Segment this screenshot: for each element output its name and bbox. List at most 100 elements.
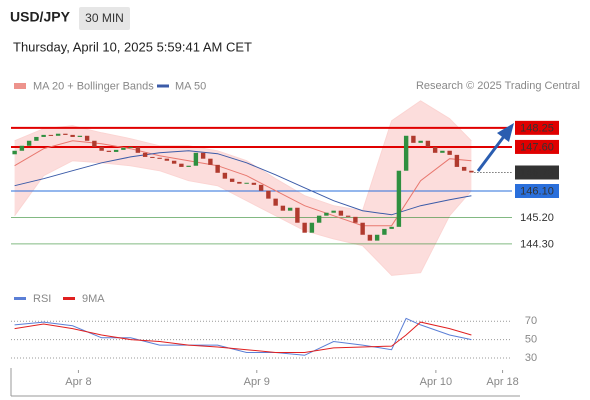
candle: [150, 156, 155, 158]
candle: [215, 164, 220, 173]
candle: [186, 165, 191, 167]
trend-arrow: [476, 123, 514, 172]
timestamp: Thursday, April 10, 2025 5:59:41 AM CET: [13, 39, 252, 54]
candle: [208, 158, 213, 165]
candle: [34, 136, 39, 141]
candle: [19, 145, 25, 151]
candle: [200, 152, 206, 159]
candle: [55, 133, 61, 136]
candle: [164, 158, 170, 161]
legend-swatch: [14, 83, 26, 89]
candle: [128, 146, 133, 148]
candle: [432, 146, 438, 153]
candle: [360, 222, 365, 235]
bollinger-fill: [14, 100, 472, 276]
level-label: 145.20: [520, 212, 554, 224]
bollinger-upper: [14, 100, 472, 212]
candle: [70, 134, 75, 137]
x-tick-label: Apr 9: [244, 376, 270, 388]
candle: [41, 134, 46, 137]
candle: [287, 207, 293, 211]
indicator-line: [14, 321, 472, 353]
legend-swatch: [157, 84, 169, 88]
candle: [258, 184, 264, 191]
candle: [113, 149, 119, 152]
level-label-box: [515, 184, 559, 198]
level-label: 144.30: [520, 238, 554, 250]
candle: [157, 157, 162, 159]
candle: [345, 215, 351, 217]
level-label-box: [515, 120, 559, 135]
candle: [324, 212, 329, 216]
ma-line: [14, 140, 472, 227]
candle: [440, 150, 445, 153]
legend-label: 9MA: [82, 293, 105, 305]
candle: [237, 181, 242, 184]
indicator-line: [14, 317, 472, 356]
level-label: 146.10: [520, 185, 554, 197]
candle: [179, 163, 184, 167]
candle: [295, 207, 300, 223]
candle: [222, 172, 228, 179]
arrow-head: [497, 123, 514, 142]
candle: [84, 135, 90, 141]
candle: [244, 182, 249, 184]
candle: [338, 210, 344, 216]
candle: [331, 210, 336, 213]
candle: [48, 134, 54, 136]
last-price-label: 146.73: [520, 167, 554, 179]
candle: [367, 234, 373, 241]
candle: [92, 140, 97, 147]
candle: [389, 226, 394, 229]
candle: [302, 222, 307, 233]
x-tick-label: Apr 18: [486, 376, 518, 388]
candle: [353, 216, 358, 223]
candle: [403, 135, 409, 171]
interval: 30 MIN: [85, 11, 124, 25]
candle: [418, 140, 423, 143]
candle: [229, 178, 235, 182]
y-tick-label: 50: [525, 334, 537, 346]
candle: [382, 228, 387, 235]
candle: [447, 150, 452, 155]
candle: [135, 146, 141, 153]
level-label-box: [515, 139, 559, 154]
symbol: USD/JPY: [10, 9, 71, 25]
candle: [26, 140, 32, 146]
candle: [266, 190, 271, 199]
candle: [121, 147, 126, 150]
candle: [374, 234, 380, 241]
level-label: 147.60: [520, 141, 554, 153]
last-price-box: [515, 165, 559, 180]
candle: [425, 140, 431, 147]
x-tick-label: Apr 8: [65, 376, 91, 388]
candle: [12, 150, 17, 155]
candle: [193, 152, 199, 166]
candle: [280, 205, 286, 211]
candle: [411, 135, 416, 143]
y-tick-label: 70: [525, 315, 537, 327]
candle: [273, 198, 278, 206]
ma-line: [14, 150, 472, 216]
candle: [106, 150, 112, 152]
y-tick-label: 30: [525, 352, 537, 364]
candle: [316, 215, 322, 223]
legend-swatch: [63, 297, 75, 300]
candle: [99, 146, 104, 151]
candle: [461, 166, 467, 171]
interval-badge[interactable]: [79, 7, 130, 30]
legend-label: MA 50: [175, 80, 206, 92]
candle: [171, 160, 177, 164]
arrow-shaft: [476, 134, 507, 172]
candle: [396, 170, 402, 227]
legend-label: RSI: [33, 293, 51, 305]
candle: [77, 135, 83, 137]
candle: [469, 170, 474, 173]
candle: [309, 222, 315, 233]
bollinger-lower: [14, 160, 472, 276]
legend-label: MA 20 + Bollinger Bands: [33, 80, 154, 92]
candle: [142, 152, 148, 157]
candle: [63, 133, 68, 135]
candle: [454, 154, 460, 167]
